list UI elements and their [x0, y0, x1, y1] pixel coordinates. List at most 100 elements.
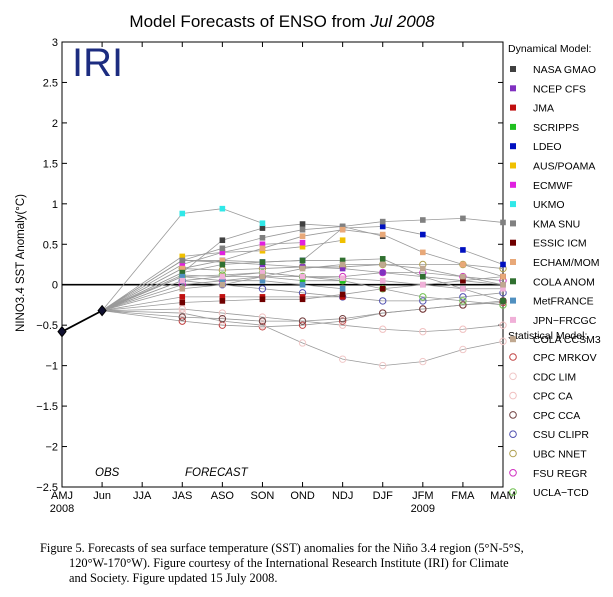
series-ecmwf — [101, 239, 306, 311]
legend-swatch — [509, 411, 517, 419]
series-line — [101, 264, 504, 311]
data-point — [379, 297, 387, 305]
legend-swatch — [510, 181, 516, 188]
y-tick-label: 2.5 — [43, 77, 58, 89]
legend-swatch — [509, 372, 517, 381]
series-line — [101, 208, 263, 311]
y-tick-label: 2 — [52, 118, 58, 130]
legend-label: JMA — [533, 103, 554, 115]
data-point — [219, 205, 226, 212]
legend-swatch — [509, 449, 517, 458]
series-line — [102, 310, 504, 367]
series-cpc-cca — [102, 297, 507, 325]
chart-title-prefix: Model Forecasts of ENSO from — [129, 12, 370, 31]
data-point — [459, 293, 467, 301]
series-line — [101, 274, 343, 311]
data-point — [299, 233, 306, 239]
year-label: 2008 — [50, 503, 74, 515]
data-point — [299, 221, 306, 227]
legend-label: ESSIC ICM — [533, 238, 587, 250]
data-point — [218, 317, 227, 325]
data-point — [339, 285, 346, 292]
data-point — [298, 317, 307, 325]
data-point — [179, 210, 186, 217]
y-tick-label: 1 — [52, 199, 58, 211]
x-tick-label: JFM — [412, 490, 433, 502]
data-point — [500, 219, 506, 226]
series-line — [102, 308, 504, 333]
data-point — [179, 269, 186, 276]
data-point — [219, 281, 226, 288]
legend-swatch — [510, 297, 516, 304]
x-tick-label: FMA — [451, 490, 475, 502]
data-point — [339, 226, 346, 233]
data-point — [259, 277, 266, 284]
data-point — [339, 291, 346, 298]
data-point — [259, 220, 266, 227]
legend-swatch — [510, 123, 516, 130]
data-point — [179, 265, 186, 272]
legend-swatch — [510, 336, 516, 343]
data-point — [339, 261, 346, 268]
data-point — [218, 309, 227, 317]
legend-swatch — [510, 220, 516, 227]
data-point — [258, 321, 267, 329]
data-point — [420, 273, 426, 280]
data-point — [219, 245, 226, 252]
data-point — [459, 301, 467, 309]
series-cpc-ca — [102, 305, 507, 336]
figure-caption: Figure 5. Forecasts of sea surface tempe… — [40, 541, 606, 586]
data-point — [339, 265, 346, 272]
series-cpc-mrkov — [102, 298, 507, 331]
data-point — [379, 285, 386, 292]
legend-dynamical-title: Dynamical Model: — [508, 43, 591, 55]
series-jpn-frcgc — [101, 269, 506, 311]
data-point — [259, 241, 266, 248]
data-point — [379, 269, 386, 276]
legend-swatch — [510, 66, 516, 72]
legend-label: COLA ANOM — [533, 276, 595, 288]
data-point — [178, 313, 186, 321]
data-point — [459, 260, 467, 269]
chart-svg: Model Forecasts of ENSO from Jul 2008 −2… — [15, 12, 601, 515]
data-point — [459, 297, 467, 305]
data-point — [420, 265, 426, 272]
legend-swatch — [509, 430, 517, 439]
data-point — [460, 273, 466, 280]
x-tick-label: MAM — [490, 490, 516, 502]
data-point — [339, 237, 346, 244]
data-point — [500, 285, 506, 292]
data-point — [219, 294, 226, 300]
iri-logo: IRI — [72, 41, 123, 85]
x-tick-label: ASO — [211, 490, 235, 502]
legend-swatch — [510, 201, 516, 208]
legend-swatch — [509, 353, 517, 361]
legend-swatch — [510, 104, 516, 111]
legend-swatch — [510, 162, 516, 169]
data-point — [178, 317, 186, 325]
legend-label: CPC CCA — [533, 410, 580, 422]
legend-label: NASA GMAO — [533, 64, 596, 76]
legend-swatch — [509, 391, 517, 400]
data-point — [299, 257, 306, 264]
data-point — [379, 223, 386, 230]
legend-label: KMA SNU — [533, 218, 580, 230]
series-line — [101, 272, 503, 311]
data-point — [299, 265, 306, 272]
data-point — [259, 235, 266, 241]
x-tick-label: JJA — [133, 490, 152, 502]
legend-label: MetFRANCE — [533, 296, 594, 308]
data-point — [299, 281, 306, 288]
data-point — [258, 317, 267, 325]
data-point — [298, 339, 307, 347]
plot-area: −2.5 −2 −1.5 −1 −0.5 0 0.5 1 1.5 2 2.5 3 AMJ Jun JJA JA… — [36, 37, 516, 515]
data-point — [419, 305, 427, 313]
series-echam-mom — [101, 226, 506, 311]
data-point — [339, 257, 346, 264]
data-point — [379, 256, 386, 262]
legend-swatch — [510, 259, 516, 265]
legend-label: ECMWF — [533, 180, 573, 192]
data-point — [339, 275, 346, 282]
data-point — [259, 225, 266, 231]
series-line — [101, 260, 504, 311]
